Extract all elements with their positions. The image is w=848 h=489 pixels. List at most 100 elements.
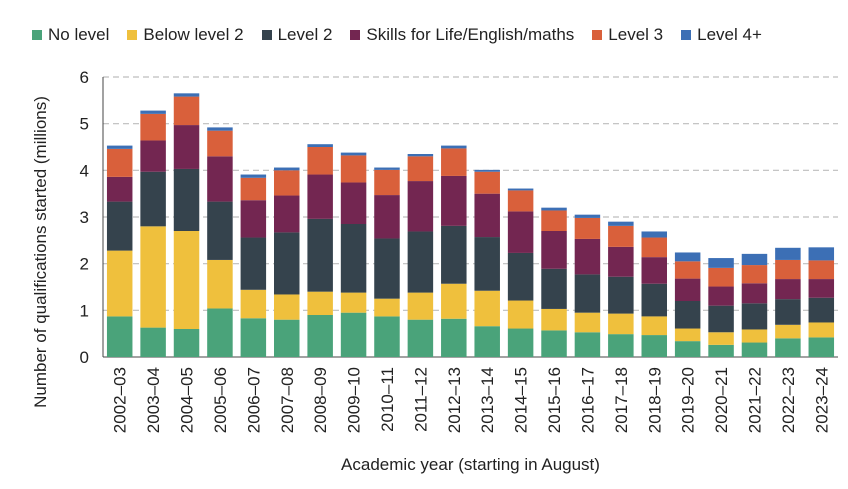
bar-segment <box>608 313 634 335</box>
x-tick-label: 2017–18 <box>612 367 631 433</box>
bar-segment <box>674 261 701 279</box>
bar-segment <box>441 225 467 284</box>
bar-segment <box>106 316 133 357</box>
bar-segment <box>173 231 200 329</box>
bar-segment <box>240 318 267 357</box>
bar-segment <box>441 148 467 176</box>
x-tick-label: 2011–12 <box>411 367 430 432</box>
bar-segment <box>140 110 166 114</box>
bar-segment <box>140 171 166 227</box>
bar-segment <box>207 156 233 202</box>
bar-segment <box>507 252 534 301</box>
bar-segment <box>106 176 133 202</box>
bar-segment <box>240 174 267 178</box>
bar-segment <box>106 148 133 177</box>
bar-segment <box>474 169 500 172</box>
legend-label: Level 2 <box>277 25 333 44</box>
bar-segment <box>574 238 601 275</box>
bar-segment <box>708 344 734 357</box>
x-tick-label: 2019–20 <box>679 367 698 433</box>
bar-segment <box>307 218 333 292</box>
bar-segment <box>307 147 333 175</box>
bar-segment <box>340 152 367 156</box>
bar-segment <box>674 301 701 329</box>
bar-segment <box>407 231 434 293</box>
bar-segment <box>274 232 300 295</box>
bar-segment <box>307 174 333 219</box>
x-tick-label: 2003–04 <box>144 367 163 433</box>
bar-segment <box>808 297 835 323</box>
bar-segment <box>340 224 367 293</box>
bar-segment <box>140 327 166 357</box>
bar-segment <box>474 290 500 327</box>
bar-segment <box>641 283 667 317</box>
bar-segment <box>374 195 400 239</box>
bar-segment <box>741 283 768 304</box>
bar-segment <box>307 144 333 147</box>
bar-segment <box>274 170 300 196</box>
legend-label: Skills for Life/English/maths <box>366 25 575 44</box>
bar-segment <box>708 305 734 333</box>
bar-segment <box>541 210 567 231</box>
bar-segment <box>674 341 701 357</box>
legend-item-skills-for-life: Skills for Life/English/maths <box>350 25 574 45</box>
x-tick-label: 2015–16 <box>545 367 564 433</box>
bar-segment <box>274 294 300 320</box>
bar-segment <box>207 259 233 309</box>
bar-segment <box>741 303 768 330</box>
x-tick-label: 2008–09 <box>311 367 330 433</box>
bar-segment <box>474 193 500 238</box>
legend-swatch <box>350 30 361 40</box>
bar-segment <box>340 182 367 224</box>
x-tick-label: 2010–11 <box>378 367 397 432</box>
bar-segment <box>274 167 300 171</box>
legend-label: Below level 2 <box>143 25 244 44</box>
x-tick-label: 2018–19 <box>645 367 664 433</box>
bar-segment <box>173 168 200 231</box>
x-tick-label: 2014–15 <box>512 367 531 433</box>
y-tick-label: 1 <box>80 301 89 320</box>
legend-item-level-2: Level 2 <box>261 25 333 45</box>
legend-label: Level 4+ <box>697 25 762 44</box>
bar-segment <box>407 319 434 357</box>
bar-segment <box>574 217 601 239</box>
bar-segment <box>340 155 367 183</box>
bar-segment <box>374 238 400 299</box>
bar-segment <box>808 247 835 261</box>
bar-segment <box>541 308 567 331</box>
x-tick-label: 2013–14 <box>478 367 497 433</box>
bar-segment <box>507 211 534 253</box>
x-tick-label: 2007–08 <box>278 367 297 433</box>
legend-label: Level 3 <box>608 25 664 44</box>
x-tick-label: 2002–03 <box>111 367 130 433</box>
bar-segment <box>541 207 567 211</box>
bar-segment <box>775 259 801 280</box>
bar-segment <box>207 130 233 157</box>
legend-swatch <box>681 30 692 40</box>
bar-segment <box>407 154 434 157</box>
bar-segment <box>608 334 634 357</box>
bar-segment <box>173 329 200 357</box>
bar-segment <box>641 237 667 258</box>
bar-segment <box>741 265 768 284</box>
x-tick-label: 2012–13 <box>445 367 464 433</box>
bar-segment <box>775 338 801 357</box>
bar-segment <box>507 190 534 212</box>
bar-segment <box>474 326 500 357</box>
bar-segment <box>374 316 400 357</box>
bar-segment <box>775 299 801 325</box>
y-tick-label: 5 <box>80 115 89 134</box>
bar-segment <box>808 337 835 357</box>
x-tick-label: 2022–23 <box>779 367 798 433</box>
bar-segment <box>441 318 467 357</box>
bar-segment <box>240 177 267 201</box>
y-tick-label: 0 <box>80 348 89 367</box>
bar-segment <box>207 127 233 131</box>
y-tick-label: 2 <box>80 255 89 274</box>
bar-segment <box>507 188 534 191</box>
x-tick-label: 2009–10 <box>345 367 364 433</box>
bar-segment <box>240 200 267 238</box>
x-tick-label: 2023–24 <box>812 367 831 433</box>
bar-segment <box>641 335 667 357</box>
